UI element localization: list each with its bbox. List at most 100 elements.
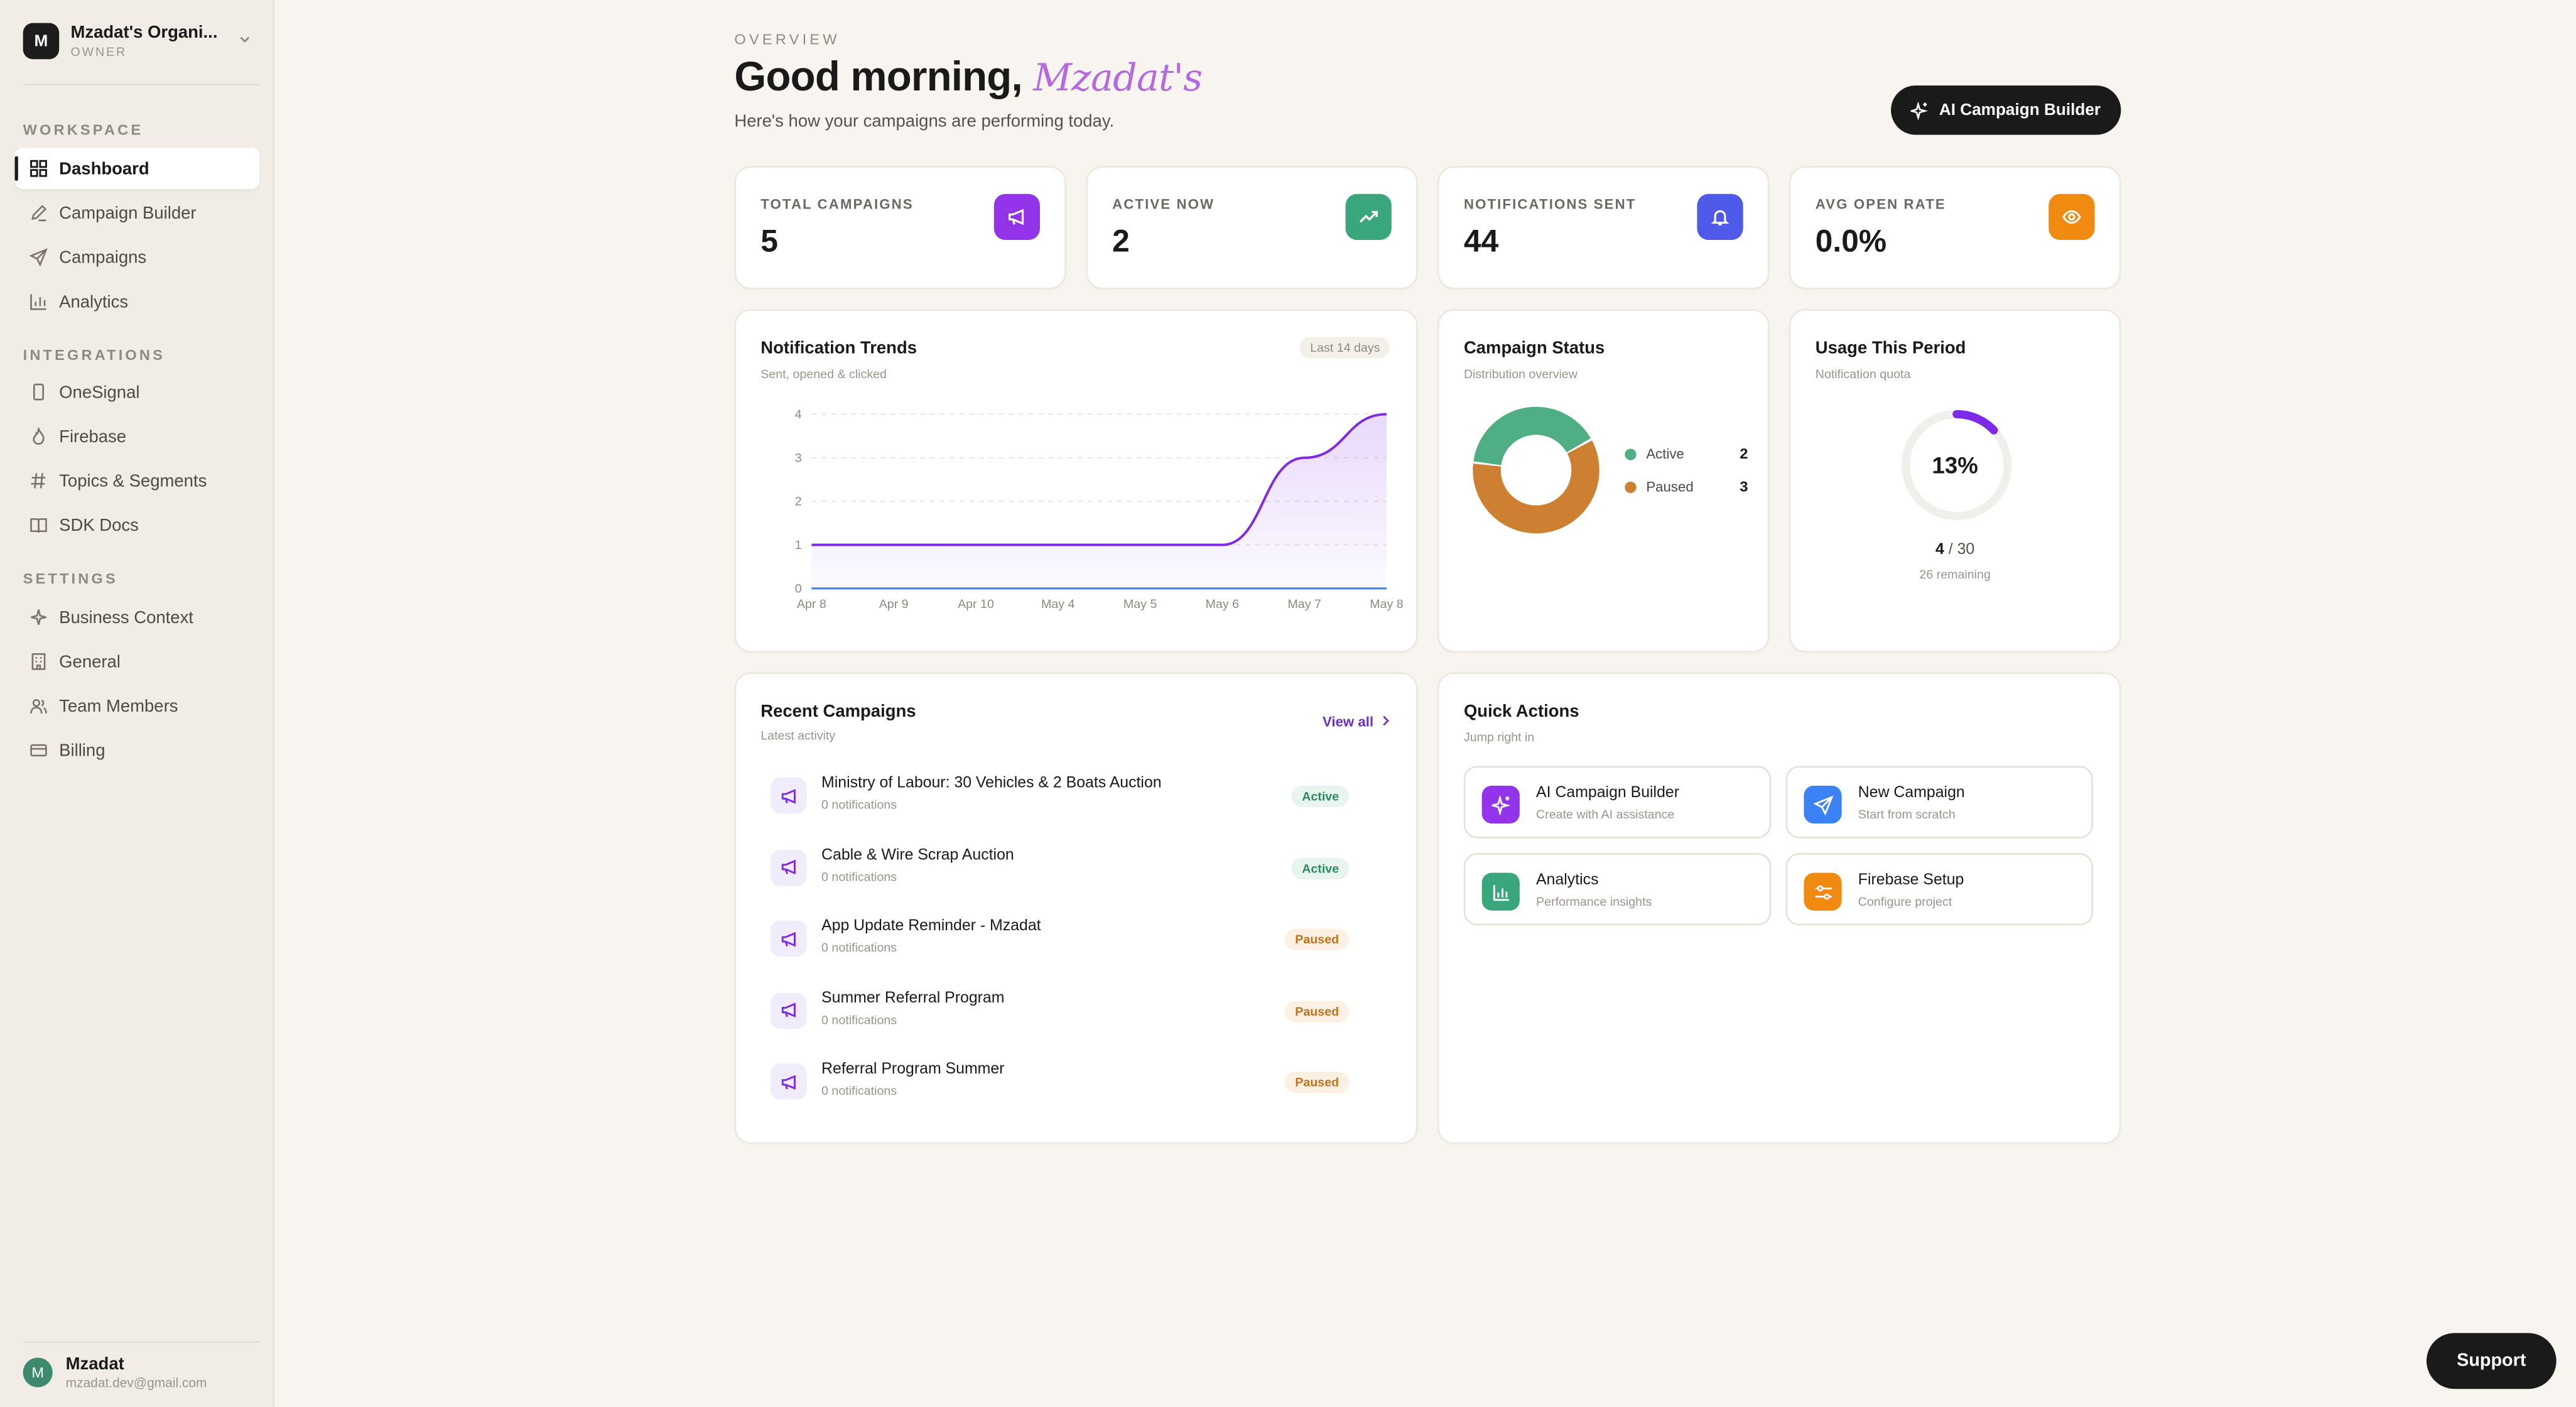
ai-campaign-builder-button[interactable]: AI Campaign Builder — [1891, 85, 2121, 135]
status-badge: Paused — [1285, 1001, 1349, 1023]
recent-campaigns-card: Recent Campaigns Latest activity View al… — [734, 672, 1418, 1144]
sidebar-item-topics-segments[interactable]: Topics & Segments — [15, 460, 260, 501]
flame-icon — [28, 426, 47, 446]
sidebar-item-dashboard[interactable]: Dashboard — [14, 148, 260, 189]
y-tick-label: 0 — [795, 582, 802, 595]
user-text: Mzadat mzadat.dev@gmail.com — [66, 1354, 207, 1391]
campaign-status-card: Campaign Status Distribution overview Ac… — [1437, 308, 1770, 653]
sidebar-item-analytics[interactable]: Analytics — [15, 281, 260, 322]
sidebar-item-label: Campaigns — [59, 247, 147, 268]
greeting-name: Mzadat's — [1033, 57, 1203, 100]
campaign-row[interactable]: Ministry of Labour: 30 Vehicles & 2 Boat… — [770, 773, 1378, 822]
trend-chart: 0 1 2 3 4 Apr 8 Apr 9 Apr 10 May 4 May 5 May 6 May … — [795, 408, 1404, 611]
sidebar-item-team-members[interactable]: Team Members — [15, 685, 260, 726]
org-switcher[interactable]: M Mzadat's Organi... OWNER — [23, 21, 253, 61]
sidebar-item-sdk-docs[interactable]: SDK Docs — [15, 504, 260, 545]
eye-icon — [2048, 193, 2095, 241]
stat-card-notifications-sent: NOTIFICATIONS SENT 44 — [1437, 166, 1770, 290]
x-tick-label: Apr 10 — [958, 597, 994, 611]
legend-dot — [1625, 448, 1637, 460]
stat-value: 44 — [1463, 225, 1499, 260]
send-icon — [1804, 785, 1842, 824]
quick-action-analytics[interactable]: Analytics Performance insights — [1463, 853, 1772, 926]
x-tick-label: May 4 — [1041, 597, 1074, 611]
org-avatar: M — [23, 23, 60, 60]
stat-card-active-now: ACTIVE NOW 2 — [1086, 166, 1418, 290]
user-email: mzadat.dev@gmail.com — [65, 1376, 207, 1391]
sidebar-item-campaign-builder[interactable]: Campaign Builder — [15, 192, 260, 233]
chevron-right-icon — [1383, 715, 1390, 726]
y-tick-label: 2 — [795, 495, 802, 509]
quick-action-title: AI Campaign Builder — [1536, 784, 1680, 802]
page-subtitle: Here's how your campaigns are performing… — [734, 111, 1115, 132]
quick-action-title: New Campaign — [1858, 784, 1965, 802]
campaign-row[interactable]: App Update Reminder - Mzadat 0 notificati… — [770, 916, 1378, 965]
sidebar-item-label: General — [59, 651, 121, 671]
usage-card: Usage This Period Notification quota 13% — [1789, 308, 2121, 653]
legend-value: 2 — [1740, 445, 1748, 462]
quick-action-subtitle: Performance insights — [1536, 894, 1652, 910]
bell-icon — [1697, 193, 1743, 241]
legend-dot — [1625, 481, 1637, 492]
card-title: Usage This Period — [1815, 339, 1966, 359]
section-label-workspace: WORKSPACE — [23, 121, 144, 138]
sidebar-divider — [23, 1341, 260, 1343]
quick-action-firebase-setup[interactable]: Firebase Setup Configure project — [1785, 853, 2093, 926]
campaign-meta: 0 notifications — [821, 869, 897, 884]
sidebar-divider — [23, 84, 260, 86]
card-title: Quick Actions — [1463, 702, 1579, 722]
view-all-link[interactable]: View all — [1323, 714, 1392, 730]
quick-action-new-campaign[interactable]: New Campaign Start from scratch — [1785, 766, 2093, 839]
usage-used: 4 — [1935, 540, 1944, 559]
sidebar-item-firebase[interactable]: Firebase — [15, 416, 260, 457]
stat-value: 0.0% — [1815, 225, 1887, 260]
card-title: Campaign Status — [1463, 339, 1605, 359]
status-badge: Paused — [1285, 1072, 1349, 1094]
legend-item-active: Active 2 — [1625, 445, 1748, 462]
sidebar-item-onesignal[interactable]: OneSignal — [15, 371, 260, 412]
megaphone-icon — [770, 920, 807, 957]
campaign-row[interactable]: Cable & Wire Scrap Auction 0 notification… — [770, 844, 1378, 894]
sidebar-item-campaigns[interactable]: Campaigns — [15, 237, 260, 278]
sidebar-item-business-context[interactable]: Business Context — [15, 597, 260, 638]
status-badge: Active — [1292, 785, 1349, 807]
book-icon — [28, 515, 47, 535]
page-overline: OVERVIEW — [734, 31, 840, 48]
sidebar-item-label: Dashboard — [59, 158, 149, 178]
legend-value: 3 — [1740, 478, 1748, 495]
card-subtitle: Latest activity — [760, 728, 836, 743]
usage-total: / 30 — [1944, 540, 1975, 559]
users-icon — [28, 696, 47, 715]
stat-label: TOTAL CAMPAIGNS — [760, 195, 914, 212]
org-name: Mzadat's Organi... — [70, 23, 218, 43]
megaphone-icon — [770, 777, 807, 814]
section-label-settings: SETTINGS — [23, 570, 118, 587]
campaign-row[interactable]: Referral Program Summer 0 notifications Pa… — [770, 1059, 1378, 1109]
campaign-meta: 0 notifications — [821, 1084, 897, 1099]
stat-value: 5 — [760, 225, 778, 260]
trending-up-icon — [1345, 193, 1392, 241]
org-text: Mzadat's Organi... OWNER — [70, 23, 236, 60]
campaign-meta: 0 notifications — [821, 940, 897, 955]
sidebar-item-billing[interactable]: Billing — [15, 730, 260, 771]
sidebar-item-general[interactable]: General — [15, 641, 260, 682]
section-label-integrations: INTEGRATIONS — [23, 347, 166, 364]
campaign-meta: 0 notifications — [821, 797, 897, 812]
sidebar-item-label: Billing — [59, 740, 106, 761]
campaign-name: Ministry of Labour: 30 Vehicles & 2 Boat… — [821, 774, 1162, 793]
user-profile[interactable]: M Mzadat mzadat.dev@gmail.com — [23, 1354, 207, 1391]
card-subtitle: Sent, opened & clicked — [760, 366, 887, 382]
greeting-text: Good morning, — [734, 54, 1022, 100]
campaign-row[interactable]: Summer Referral Program 0 notifications Pa… — [770, 987, 1378, 1037]
support-button[interactable]: Support — [2426, 1333, 2557, 1389]
sidebar-item-label: Team Members — [59, 696, 178, 716]
stat-label: AVG OPEN RATE — [1815, 195, 1946, 212]
sidebar-item-label: Business Context — [59, 607, 193, 627]
series-line — [811, 413, 1387, 546]
quick-action-ai-campaign-builder[interactable]: AI Campaign Builder Create with AI assis… — [1463, 766, 1772, 839]
x-tick-label: Apr 8 — [797, 597, 826, 611]
pen-icon — [28, 203, 47, 222]
credit-card-icon — [28, 741, 47, 760]
x-tick-label: May 7 — [1287, 597, 1321, 611]
megaphone-icon — [770, 1064, 807, 1100]
